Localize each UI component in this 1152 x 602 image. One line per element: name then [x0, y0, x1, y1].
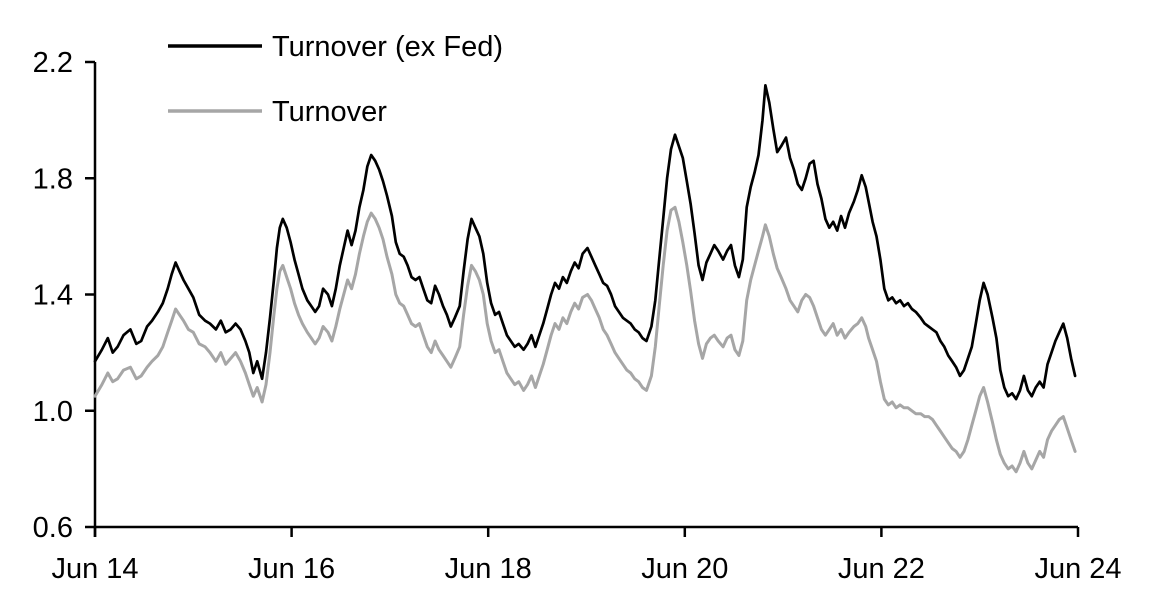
y-tick-label: 0.6 — [33, 512, 73, 544]
x-tick-label: Jun 18 — [445, 553, 532, 585]
y-tick-label: 2.2 — [33, 47, 73, 79]
series-line-turnover-ex-fed — [93, 83, 1077, 401]
y-tick-label: 1.8 — [33, 163, 73, 195]
legend-label-turnover-ex-fed: Turnover (ex Fed) — [272, 31, 503, 63]
legend: Turnover (ex Fed) Turnover — [168, 31, 503, 128]
x-tick-label: Jun 24 — [1034, 553, 1121, 585]
series-lines — [93, 83, 1077, 474]
x-tick-label: Jun 16 — [248, 553, 335, 585]
series-line-turnover — [93, 205, 1077, 474]
x-tick-label: Jun 22 — [838, 553, 925, 585]
y-tick-label: 1.0 — [33, 396, 73, 428]
x-tick-label: Jun 14 — [51, 553, 138, 585]
x-tick-label: Jun 20 — [641, 553, 728, 585]
y-tick-label: 1.4 — [33, 280, 73, 312]
legend-label-turnover: Turnover — [272, 96, 387, 128]
axes: 0.6 1.0 1.4 1.8 2.2 Jun 14 Jun 16 Jun 18 Jun 20 J… — [33, 47, 1122, 585]
